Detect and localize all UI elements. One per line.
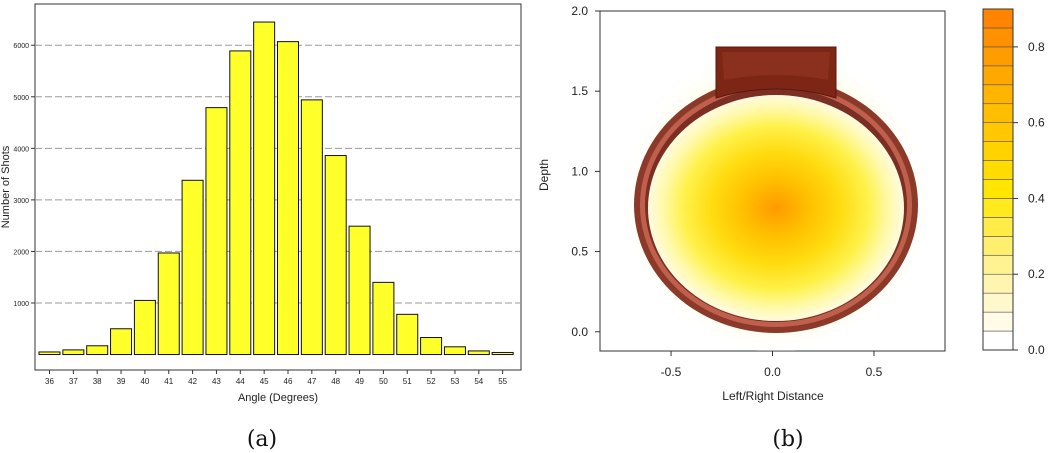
bar-48 [324, 155, 347, 356]
x-tick-label: 50 [379, 377, 388, 386]
colorbar-level-11 [982, 122, 1014, 142]
colorbar-tick-label: 0.4 [1028, 191, 1045, 205]
colorbar-level-8 [982, 179, 1014, 199]
heatmap-panel: 0.0 0.5 1.0 1.5 2.0 -0.5 0.0 0.5 Depth Left/Ri… [537, 4, 1045, 452]
colorbar-tick-label: 0.2 [1028, 267, 1045, 281]
caption-b: (b) [772, 427, 803, 452]
heatmap-y-axis-label: Depth [537, 159, 551, 191]
bar-series [38, 21, 514, 356]
colorbar-level-1 [982, 311, 1014, 332]
x-tick-label: 38 [93, 377, 102, 386]
caption-a: (a) [247, 427, 277, 452]
bar-chart-x-ticks: 36 37 38 39 40 41 42 43 44 45 46 47 48 49 50 51 52 53 54 55 [45, 370, 508, 386]
bar-42 [181, 179, 204, 356]
bar-53 [443, 346, 466, 356]
colorbar-level-6 [982, 217, 1014, 237]
bar-38 [86, 345, 109, 356]
colorbar-frame [982, 8, 1014, 351]
bar-46 [277, 41, 299, 356]
y-tick-label: 4000 [13, 146, 29, 153]
bar-chart-x-axis-label: Angle (Degrees) [238, 392, 318, 404]
colorbar-tick-label: 0.0 [1028, 343, 1045, 357]
bar-40 [133, 299, 156, 356]
colorbar-level-14 [982, 65, 1014, 86]
colorbar [982, 8, 1014, 351]
bar-chart-y-ticks: 1000 2000 3000 4000 5000 6000 [13, 43, 35, 308]
y-tick-label: 1.5 [571, 84, 588, 98]
x-tick-label: 0.0 [764, 365, 781, 379]
x-tick-label: 54 [474, 377, 483, 386]
x-tick-label: 41 [164, 377, 173, 386]
colorbar-ticks: 0.0 0.2 0.4 0.6 0.8 [1013, 40, 1045, 357]
bar-36 [38, 351, 61, 356]
x-tick-label: 51 [403, 377, 412, 386]
bar-chart-y-axis-label: Number of Shots [0, 145, 12, 228]
y-tick-label: 0.5 [571, 245, 588, 259]
heatmap-x-axis-label: Left/Right Distance [722, 389, 824, 403]
colorbar-level-13 [982, 84, 1014, 105]
x-tick-label: 37 [69, 377, 78, 386]
x-tick-label: 53 [450, 377, 459, 386]
bar-51 [396, 313, 419, 356]
bar-49 [348, 225, 371, 356]
x-tick-label: 46 [284, 377, 293, 386]
y-tick-label: 2.0 [571, 4, 588, 18]
heatmap-x-ticks: -0.5 0.0 0.5 [661, 351, 883, 379]
x-tick-label: -0.5 [661, 365, 682, 379]
x-tick-label: 55 [498, 377, 507, 386]
colorbar-tick-label: 0.8 [1028, 40, 1045, 54]
x-tick-label: 40 [140, 377, 149, 386]
bar-47 [300, 99, 323, 356]
heatmap-density [648, 95, 904, 321]
x-tick-label: 39 [117, 377, 126, 386]
y-tick-label: 3000 [13, 198, 29, 205]
bar-39 [110, 328, 133, 356]
bar-41 [157, 252, 180, 356]
x-tick-label: 43 [212, 377, 221, 386]
colorbar-level-10 [982, 141, 1014, 161]
colorbar-level-4 [982, 254, 1014, 275]
y-tick-label: 1000 [13, 301, 29, 308]
bar-54 [467, 350, 490, 356]
colorbar-level-17 [982, 8, 1014, 29]
bar-44 [229, 50, 252, 356]
bar-52 [420, 337, 443, 356]
x-tick-label: 48 [331, 377, 340, 386]
bar-37 [62, 349, 85, 356]
bar-50 [372, 281, 395, 356]
colorbar-level-5 [982, 236, 1014, 256]
bar-43 [205, 107, 228, 356]
colorbar-tick-label: 0.6 [1028, 116, 1045, 130]
colorbar-level-0 [982, 330, 1014, 351]
colorbar-level-7 [982, 198, 1014, 218]
x-tick-label: 44 [236, 377, 245, 386]
x-tick-label: 47 [307, 377, 316, 386]
colorbar-level-3 [982, 273, 1014, 294]
x-tick-label: 36 [45, 377, 54, 386]
colorbar-level-9 [982, 160, 1014, 180]
x-tick-label: 42 [188, 377, 197, 386]
y-tick-label: 0.0 [571, 325, 588, 339]
backboard-mount-highlight [722, 52, 830, 80]
heatmap-y-ticks: 0.0 0.5 1.0 1.5 2.0 [571, 4, 600, 339]
bar-55 [491, 351, 514, 356]
y-tick-label: 6000 [13, 43, 29, 50]
x-tick-label: 49 [355, 377, 364, 386]
bar-45 [253, 21, 276, 356]
y-tick-label: 1.0 [571, 164, 588, 178]
y-tick-label: 2000 [13, 249, 29, 256]
y-tick-label: 5000 [13, 95, 29, 102]
x-tick-label: 0.5 [866, 365, 883, 379]
colorbar-level-12 [982, 103, 1014, 123]
colorbar-level-15 [982, 46, 1014, 67]
x-tick-label: 52 [427, 377, 436, 386]
colorbar-level-16 [982, 27, 1014, 48]
bar-chart-panel: 1000 2000 3000 4000 5000 6000 36 37 38 39 40 41 42 4… [0, 3, 522, 452]
x-tick-label: 45 [260, 377, 269, 386]
colorbar-level-2 [982, 292, 1014, 313]
